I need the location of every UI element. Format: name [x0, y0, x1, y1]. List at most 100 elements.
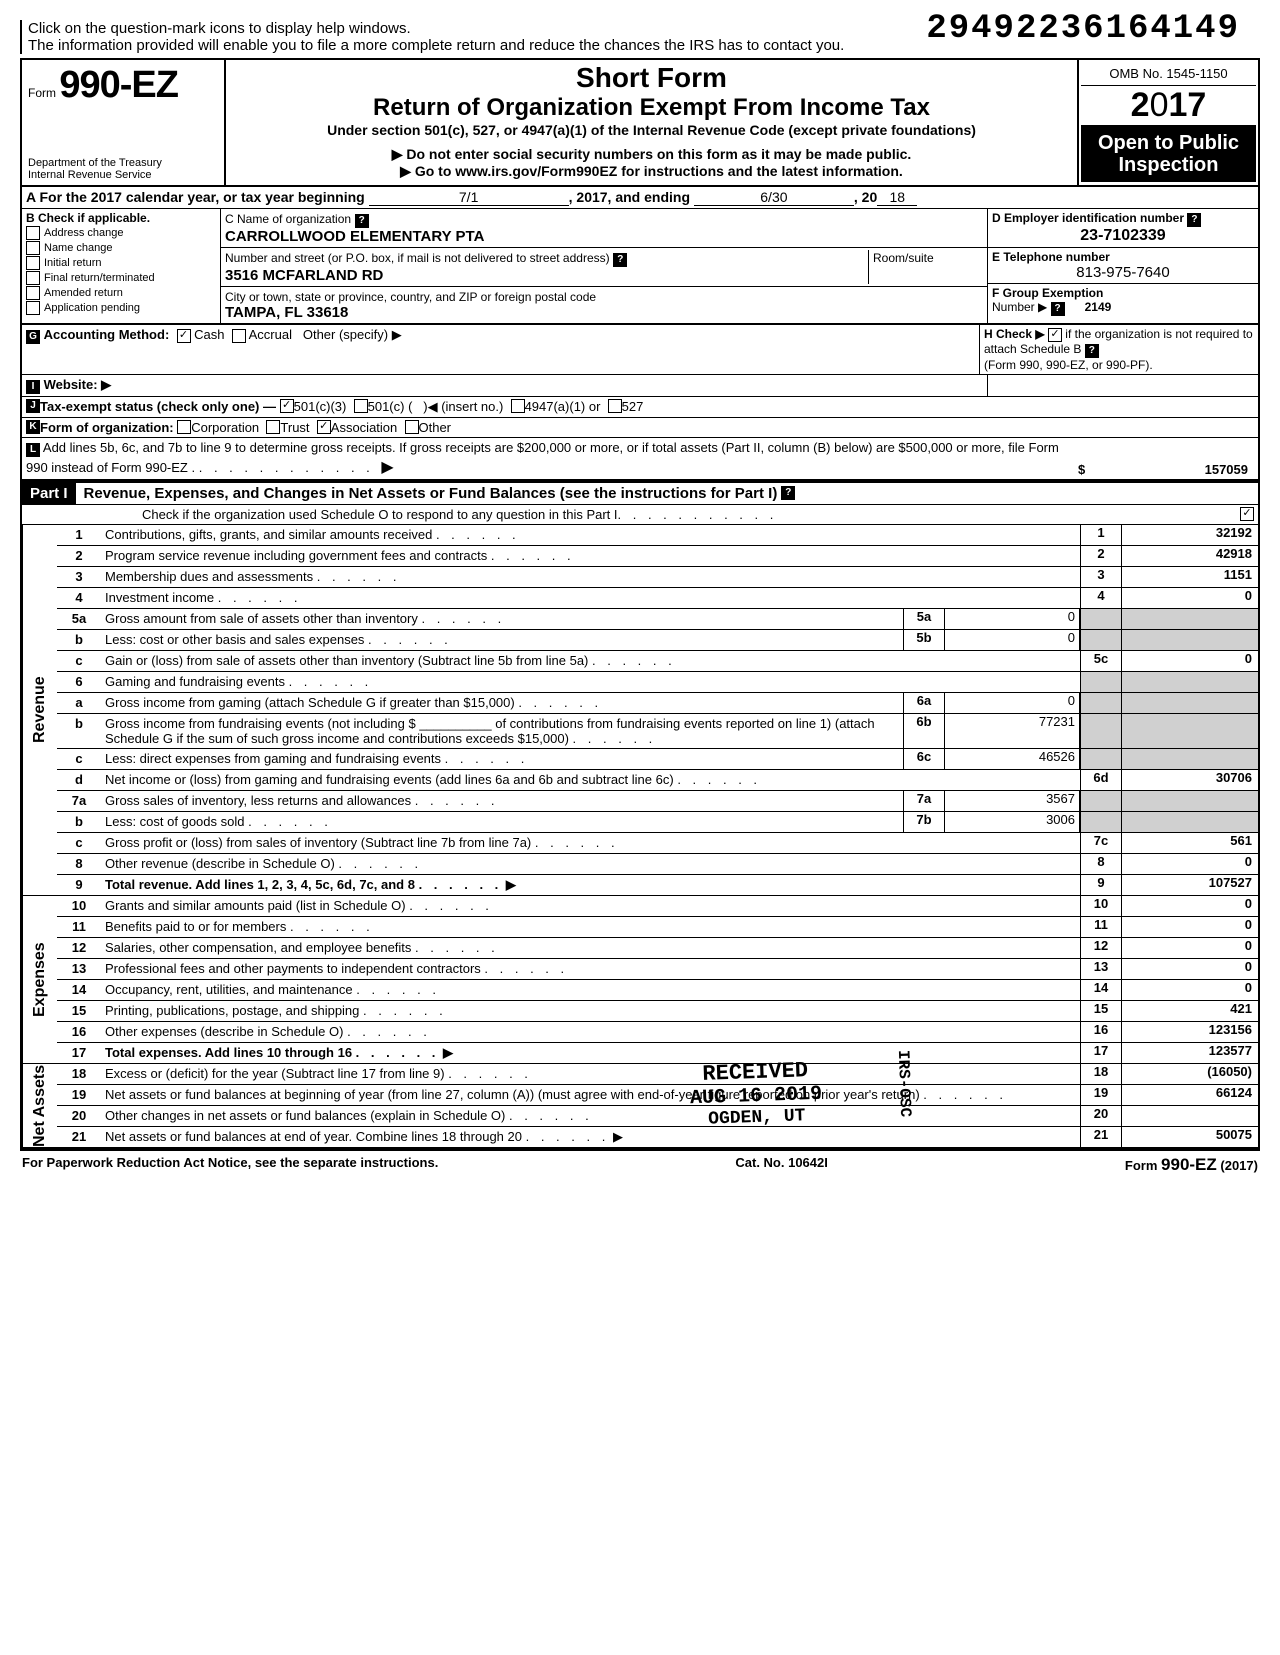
org-street: 3516 MCFARLAND RD	[225, 267, 383, 284]
right-line-value: 42918	[1122, 546, 1258, 566]
right-line-value: 0	[1122, 917, 1258, 937]
help-icon[interactable]: K	[26, 420, 40, 434]
line-number: 19	[57, 1085, 101, 1105]
mid-line-value: 46526	[945, 749, 1080, 769]
chk-final-return[interactable]	[26, 271, 40, 285]
right-line-value: 32192	[1122, 525, 1258, 545]
form-line: cLess: direct expenses from gaming and f…	[57, 749, 1258, 770]
tax-year: 20201717	[1081, 86, 1256, 126]
line-desc: Membership dues and assessments . . . . …	[101, 567, 1080, 587]
mid-line-value: 0	[945, 630, 1080, 650]
line-desc: Total revenue. Add lines 1, 2, 3, 4, 5c,…	[101, 875, 1080, 895]
chk-other[interactable]	[405, 420, 419, 434]
right-line-value: 0	[1122, 651, 1258, 671]
line-desc: Gross income from gaming (attach Schedul…	[101, 693, 903, 713]
form-line: 18Excess or (deficit) for the year (Subt…	[57, 1064, 1258, 1085]
line-number: 3	[57, 567, 101, 587]
line-desc: Printing, publications, postage, and shi…	[101, 1001, 1080, 1021]
chk-assoc[interactable]: ✓	[317, 420, 331, 434]
line-number: b	[57, 714, 101, 748]
revenue-section: Revenue 1Contributions, gifts, grants, a…	[20, 525, 1260, 896]
form-line: 14Occupancy, rent, utilities, and mainte…	[57, 980, 1258, 1001]
line-number: 1	[57, 525, 101, 545]
under-section: Under section 501(c), 527, or 4947(a)(1)…	[232, 122, 1071, 138]
c-name-label: C Name of organization	[225, 212, 351, 226]
l-dollar: $	[1078, 462, 1085, 477]
chk-4947[interactable]	[511, 399, 525, 413]
line-number: c	[57, 749, 101, 769]
line-number: 5a	[57, 609, 101, 629]
form-line: 21Net assets or fund balances at end of …	[57, 1127, 1258, 1147]
chk-501c3[interactable]: ✓	[280, 399, 294, 413]
line-desc: Gross sales of inventory, less returns a…	[101, 791, 903, 811]
help-icon[interactable]: ?	[1051, 302, 1065, 316]
form-line: bGross income from fundraising events (n…	[57, 714, 1258, 749]
line-desc: Net assets or fund balances at beginning…	[101, 1085, 1080, 1105]
right-line-number: 11	[1080, 917, 1122, 937]
right-line-value: 1151	[1122, 567, 1258, 587]
open-to-public: Open to Public Inspection	[1081, 126, 1256, 182]
line-number: c	[57, 651, 101, 671]
return-title: Return of Organization Exempt From Incom…	[232, 94, 1071, 122]
mid-line-number: 6c	[903, 749, 945, 769]
chk-corp[interactable]	[177, 420, 191, 434]
g-label: Accounting Method:	[44, 327, 170, 342]
form-line: 9Total revenue. Add lines 1, 2, 3, 4, 5c…	[57, 875, 1258, 895]
right-line-number: 18	[1080, 1064, 1122, 1084]
chk-name-change[interactable]	[26, 241, 40, 255]
h-label: H Check ▶	[984, 327, 1045, 341]
right-shade	[1080, 630, 1122, 650]
line-number: d	[57, 770, 101, 790]
line-desc: Salaries, other compensation, and employ…	[101, 938, 1080, 958]
help-icon[interactable]: J	[26, 399, 40, 413]
line-number: 16	[57, 1022, 101, 1042]
chk-application-pending[interactable]	[26, 301, 40, 315]
line-number: 20	[57, 1106, 101, 1126]
chk-h[interactable]: ✓	[1048, 328, 1062, 342]
chk-accrual[interactable]	[232, 329, 246, 343]
line-number: 17	[57, 1043, 101, 1063]
right-line-number: 14	[1080, 980, 1122, 1000]
chk-cash[interactable]: ✓	[177, 329, 191, 343]
form-header: Form 990-EZ Department of the Treasury I…	[20, 58, 1260, 185]
chk-amended-return[interactable]	[26, 286, 40, 300]
a-begin: 7/1	[369, 189, 569, 206]
help-icon[interactable]: I	[26, 380, 40, 394]
form-line: aGross income from gaming (attach Schedu…	[57, 693, 1258, 714]
line-desc: Gross profit or (loss) from sales of inv…	[101, 833, 1080, 853]
line-desc: Professional fees and other payments to …	[101, 959, 1080, 979]
mid-line-number: 5b	[903, 630, 945, 650]
form-line: 11Benefits paid to or for members . . . …	[57, 917, 1258, 938]
chk-address-change[interactable]	[26, 226, 40, 240]
form-line: 6Gaming and fundraising events . . . . .…	[57, 672, 1258, 693]
right-line-number: 13	[1080, 959, 1122, 979]
right-line-number: 17	[1080, 1043, 1122, 1063]
dots: . . . . . . . . . . . .	[199, 460, 382, 475]
chk-trust[interactable]	[266, 420, 280, 434]
right-line-number: 12	[1080, 938, 1122, 958]
help-icon[interactable]: ?	[613, 253, 627, 267]
chk-initial-return[interactable]	[26, 256, 40, 270]
line-number: 10	[57, 896, 101, 916]
help-icon[interactable]: ?	[355, 214, 369, 228]
help-icon[interactable]: ?	[781, 486, 795, 500]
chk-527[interactable]	[608, 399, 622, 413]
l-text: Add lines 5b, 6c, and 7b to line 9 to de…	[26, 440, 1059, 475]
help-icon[interactable]: ?	[1085, 344, 1099, 358]
help-icon[interactable]: G	[26, 330, 40, 344]
help-icon[interactable]: L	[26, 443, 40, 457]
right-shade	[1080, 693, 1122, 713]
help-icon[interactable]: ?	[1187, 213, 1201, 227]
k-label: Form of organization:	[40, 420, 174, 435]
netassets-section: Net Assets 18Excess or (deficit) for the…	[20, 1064, 1260, 1149]
b-opt-5: Application pending	[44, 302, 140, 314]
chk-501c[interactable]	[354, 399, 368, 413]
line-desc: Program service revenue including govern…	[101, 546, 1080, 566]
chk-schedule-o[interactable]: ✓	[1240, 507, 1254, 521]
footer-right: Form 990-EZ (2017)	[1125, 1155, 1258, 1175]
right-line-number: 8	[1080, 854, 1122, 874]
form-line: 20Other changes in net assets or fund ba…	[57, 1106, 1258, 1127]
c-addr-label: Number and street (or P.O. box, if mail …	[225, 251, 610, 265]
side-netassets: Net Assets	[22, 1064, 57, 1147]
a-mid: , 2017, and ending	[569, 189, 690, 206]
